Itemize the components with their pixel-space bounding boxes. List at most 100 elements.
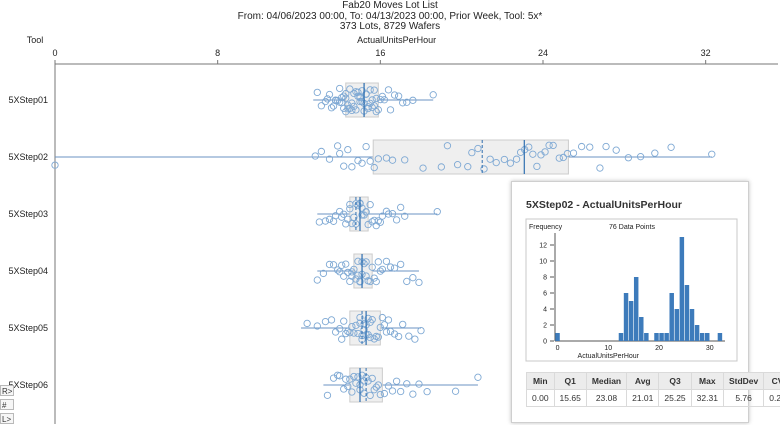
data-point	[322, 318, 328, 324]
category-label: 5XStep04	[8, 266, 48, 276]
data-point	[339, 336, 345, 342]
histogram-x-tick-label: 30	[706, 345, 714, 352]
x-tick-label: 24	[538, 48, 548, 58]
data-point	[570, 150, 576, 156]
data-point	[339, 262, 345, 268]
data-point	[597, 165, 603, 171]
histogram-bar	[685, 285, 689, 341]
data-point	[385, 87, 391, 93]
data-point	[324, 392, 330, 398]
data-point	[341, 273, 347, 279]
data-point	[326, 216, 332, 222]
data-point	[404, 278, 410, 284]
stats-value-q1: 15.65	[554, 390, 586, 407]
data-point	[334, 143, 340, 149]
stats-value-avg: 21.01	[627, 390, 659, 407]
data-point	[452, 388, 458, 394]
data-point	[393, 217, 399, 223]
category-label: 5XStep06	[8, 380, 48, 390]
data-point	[328, 317, 334, 323]
x-tick-label: 8	[215, 48, 220, 58]
x-tick-label: 16	[375, 48, 385, 58]
histogram-bar	[659, 333, 663, 341]
y-axis-label: Tool	[27, 35, 44, 45]
category-label: 5XStep05	[8, 323, 48, 333]
stats-header-stddev: StdDev	[723, 373, 763, 390]
side-button-r[interactable]: R>	[0, 385, 14, 396]
stats-header-min: Min	[527, 373, 555, 390]
data-point	[395, 93, 401, 99]
data-point	[322, 218, 328, 224]
data-point	[416, 279, 422, 285]
stats-header-avg: Avg	[627, 373, 659, 390]
data-point	[312, 153, 318, 159]
x-tick-label: 0	[52, 48, 57, 58]
data-point	[603, 143, 609, 149]
histogram-bar	[680, 237, 684, 341]
stats-value-cv: 0.27	[764, 390, 780, 407]
histogram-bar	[664, 333, 668, 341]
histogram-x-tick-label: 0	[556, 345, 560, 352]
histogram-bar	[629, 301, 633, 341]
stats-header-q3: Q3	[659, 373, 691, 390]
data-point	[397, 261, 403, 267]
data-point	[332, 213, 338, 219]
data-point	[314, 89, 320, 95]
data-point	[578, 143, 584, 149]
histogram-bar	[639, 317, 643, 341]
data-point	[385, 317, 391, 323]
data-point	[341, 163, 347, 169]
data-point	[709, 151, 715, 157]
data-point	[314, 277, 320, 283]
stats-header-median: Median	[586, 373, 626, 390]
data-point	[318, 148, 324, 154]
data-point	[424, 388, 430, 394]
histogram-bar	[695, 325, 699, 341]
histogram-y-tick-label: 12	[539, 243, 547, 250]
data-point	[345, 146, 351, 152]
data-point	[316, 219, 322, 225]
histogram-y-label: Frequency	[529, 224, 563, 231]
data-point	[343, 261, 349, 267]
data-point	[387, 107, 393, 113]
data-point	[430, 92, 436, 98]
data-point	[412, 336, 418, 342]
stats-header-q1: Q1	[554, 373, 586, 390]
data-point	[328, 105, 334, 111]
data-point	[379, 266, 385, 272]
data-point	[410, 391, 416, 397]
data-point	[332, 329, 338, 335]
data-point	[393, 378, 399, 384]
side-button-l[interactable]: L>	[0, 413, 14, 424]
stats-value-max: 32.31	[691, 390, 723, 407]
histogram-bar	[718, 333, 722, 341]
data-point	[404, 381, 410, 387]
histogram-y-tick-label: 2	[543, 323, 547, 330]
data-point	[397, 388, 403, 394]
data-point	[349, 164, 355, 170]
data-point	[391, 92, 397, 98]
category-label: 5XStep01	[8, 95, 48, 105]
data-point	[336, 85, 342, 91]
x-axis-label: ActualUnitsPerHour	[357, 35, 436, 45]
data-point	[363, 143, 369, 149]
detail-popup: 5XStep02 - ActualUnitsPerHour Frequency 7…	[511, 181, 749, 423]
stats-header-row: MinQ1MedianAvgQ3MaxStdDevCV	[527, 373, 780, 390]
data-point	[336, 325, 342, 331]
histogram-note: 76 Data Points	[609, 224, 655, 231]
popup-title: 5XStep02 - ActualUnitsPerHour	[526, 199, 682, 211]
data-point	[387, 264, 393, 270]
data-point	[304, 320, 310, 326]
category-label: 5XStep03	[8, 209, 48, 219]
histogram-bar	[654, 333, 658, 341]
data-point	[397, 204, 403, 210]
data-point	[318, 103, 324, 109]
data-point	[587, 144, 593, 150]
histogram-bar	[619, 333, 623, 341]
data-point	[389, 388, 395, 394]
data-point	[341, 318, 347, 324]
side-button-hash[interactable]: #	[0, 399, 14, 410]
data-point	[391, 265, 397, 271]
